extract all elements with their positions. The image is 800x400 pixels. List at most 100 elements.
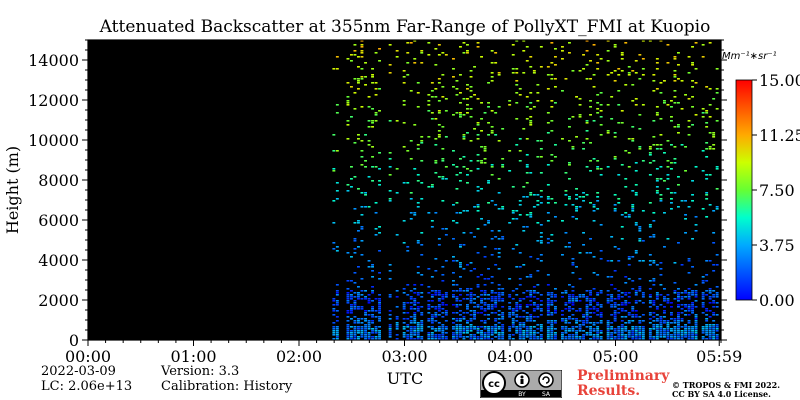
heatmap-cell [469,294,473,296]
heatmap-cell [673,90,677,92]
heatmap-cell [480,298,483,300]
heatmap-cell [634,302,638,304]
x-tick-label: 05:00 [592,347,638,366]
heatmap-cell [641,104,645,106]
heatmap-cell [715,264,719,266]
heatmap-cell [606,332,610,334]
heatmap-cell [631,70,635,72]
heatmap-cell [427,110,431,112]
heatmap-cell [599,134,603,136]
heatmap-cell [466,104,469,106]
heatmap-cell [694,330,698,332]
heatmap-cell [335,112,339,114]
heatmap-cell [680,336,684,338]
heatmap-cell [335,56,339,58]
heatmap-cell [371,336,374,338]
heatmap-cell [360,318,364,320]
heatmap-cell [715,292,719,294]
heatmap-cell [575,206,578,208]
heatmap-cell [638,238,642,240]
heatmap-cell [670,302,673,304]
heatmap-cell [684,314,687,316]
heatmap-cell [416,148,420,150]
heatmap-cell [634,326,638,328]
heatmap-cell [659,320,663,322]
heatmap-cell [592,300,596,302]
heatmap-cell [684,334,687,336]
heatmap-cell [673,262,677,264]
heatmap-cell [638,114,642,116]
heatmap-cell [371,316,374,318]
heatmap-cell [539,310,543,312]
heatmap-cell [332,322,336,324]
heatmap-cell [659,82,663,84]
heatmap-cell [437,306,441,308]
heatmap-cell [610,300,614,302]
heatmap-cell [434,172,438,174]
heatmap-cell [666,174,670,176]
heatmap-cell [490,290,494,292]
heatmap-cell [620,110,624,112]
heatmap-cell [518,326,522,328]
heatmap-cell [582,196,585,198]
heatmap-cell [596,330,600,332]
heatmap-cell [497,314,501,316]
heatmap-cell [483,162,487,164]
heatmap-cell [568,300,571,302]
heatmap-cell [673,76,677,78]
heatmap-cell [434,258,438,260]
heatmap-cell [367,332,371,334]
heatmap-cell [374,52,378,54]
heatmap-cell [701,56,705,58]
heatmap-cell [444,336,448,338]
heatmap-cell [452,86,455,88]
heatmap-cell [420,62,424,64]
heatmap-cell [466,306,469,308]
heatmap-cell [515,314,519,316]
heatmap-cell [480,326,483,328]
heatmap-cell [627,258,631,260]
heatmap-cell [525,166,529,168]
heatmap-cell [634,328,638,330]
heatmap-cell [532,302,536,304]
heatmap-cell [353,322,357,324]
heatmap-cell [670,306,673,308]
preliminary-label: Preliminary [577,368,670,384]
heatmap-cell [476,304,480,306]
heatmap-cell [663,80,666,82]
heatmap-cell [490,254,494,256]
heatmap-cell [487,326,490,328]
heatmap-cell [539,304,543,306]
heatmap-cell [677,288,680,290]
heatmap-cell [691,336,694,338]
heatmap-cell [659,194,663,196]
heatmap-cell [473,268,476,270]
heatmap-cell [568,298,571,300]
heatmap-cell [687,72,691,74]
heatmap-cell [546,314,550,316]
heatmap-cell [335,316,339,318]
heatmap-cell [360,214,364,216]
heatmap-cell [494,112,498,114]
heatmap-cell [497,300,501,302]
heatmap-cell [466,174,469,176]
heatmap-cell [364,332,367,334]
heatmap-cell [497,310,501,312]
heatmap-cell [631,140,635,142]
heatmap-cell [452,336,455,338]
heatmap-cell [578,70,582,72]
heatmap-cell [480,102,483,104]
heatmap-cell [561,220,564,222]
heatmap-cell [585,300,589,302]
heatmap-cell [585,252,589,254]
heatmap-cell [694,166,698,168]
heatmap-cell [677,322,680,324]
heatmap-cell [367,294,371,296]
heatmap-cell [525,226,529,228]
heatmap-cell [476,138,480,140]
heatmap-cell [360,156,364,158]
heatmap-cell [705,328,709,330]
heatmap-cell [360,306,364,308]
heatmap-cell [691,338,694,340]
heatmap-cell [684,290,687,292]
